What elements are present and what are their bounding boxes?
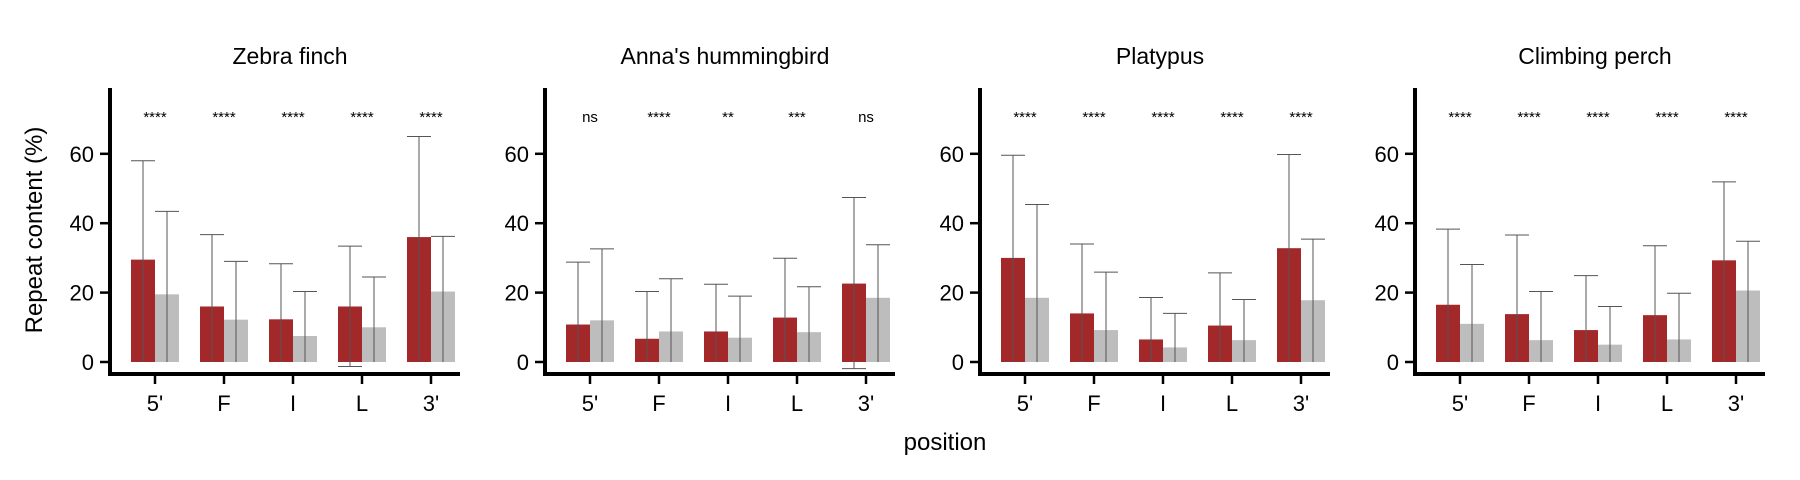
x-axis-title: position	[904, 429, 987, 456]
x-tick-label: 3'	[423, 391, 439, 416]
panel-title: Anna's hummingbird	[621, 43, 830, 69]
chart-panel: Zebra finch 0 20 40 60 5' **** F **** I **** L **** 3…	[70, 43, 460, 416]
significance-label: ****	[1448, 109, 1472, 126]
y-tick-label: 20	[940, 281, 964, 306]
significance-label: ****	[1220, 109, 1244, 126]
x-tick-label: F	[1522, 391, 1535, 416]
significance-label: ****	[1586, 109, 1610, 126]
y-tick-label: 20	[70, 281, 94, 306]
y-tick-label: 20	[505, 281, 529, 306]
y-axis-title: Repeat content (%)	[21, 127, 48, 334]
x-tick-label: I	[290, 391, 296, 416]
significance-label: ****	[419, 109, 443, 126]
panel-title: Climbing perch	[1518, 43, 1671, 69]
significance-label: ****	[1655, 109, 1679, 126]
y-tick-label: 0	[1387, 350, 1399, 375]
x-tick-label: F	[1087, 391, 1100, 416]
x-tick-label: F	[217, 391, 230, 416]
significance-label: ****	[1013, 109, 1037, 126]
chart-panels: Zebra finch 0 20 40 60 5' **** F **** I **** L **** 3…	[70, 43, 1765, 416]
y-tick-label: 60	[1375, 142, 1399, 167]
panel-title: Platypus	[1116, 43, 1204, 69]
y-tick-label: 0	[952, 350, 964, 375]
significance-label: ns	[582, 109, 598, 126]
y-tick-label: 40	[940, 211, 964, 236]
y-tick-label: 20	[1375, 281, 1399, 306]
x-tick-label: I	[1595, 391, 1601, 416]
significance-label: ***	[788, 109, 806, 126]
significance-label: ****	[1517, 109, 1541, 126]
significance-label: ****	[1151, 109, 1175, 126]
x-tick-label: L	[1226, 391, 1238, 416]
y-tick-label: 40	[1375, 211, 1399, 236]
x-tick-label: I	[1160, 391, 1166, 416]
x-tick-label: 3'	[858, 391, 874, 416]
x-tick-label: 5'	[1452, 391, 1468, 416]
significance-label: ****	[212, 109, 236, 126]
y-tick-label: 40	[505, 211, 529, 236]
significance-label: ****	[281, 109, 305, 126]
significance-label: ****	[143, 109, 167, 126]
significance-label: ****	[1289, 109, 1313, 126]
significance-label: ****	[1082, 109, 1106, 126]
x-tick-label: 5'	[147, 391, 163, 416]
chart-panel: Anna's hummingbird 0 20 40 60 5' ns F **** I ** L **…	[505, 43, 895, 416]
x-tick-label: I	[725, 391, 731, 416]
x-tick-label: F	[652, 391, 665, 416]
panel-title: Zebra finch	[232, 43, 347, 69]
chart-panel: Climbing perch 0 20 40 60 5' **** F **** I **** L **…	[1375, 43, 1765, 416]
y-tick-label: 0	[517, 350, 529, 375]
significance-label: **	[722, 109, 734, 126]
x-tick-label: L	[791, 391, 803, 416]
x-tick-label: L	[356, 391, 368, 416]
y-tick-label: 60	[940, 142, 964, 167]
significance-label: ****	[350, 109, 374, 126]
x-tick-label: 3'	[1728, 391, 1744, 416]
y-tick-label: 60	[505, 142, 529, 167]
chart-panel: Platypus 0 20 40 60 5' **** F **** I **** L **** 3' **…	[940, 43, 1330, 416]
y-tick-label: 60	[70, 142, 94, 167]
x-tick-label: 3'	[1293, 391, 1309, 416]
x-tick-label: L	[1661, 391, 1673, 416]
significance-label: ****	[647, 109, 671, 126]
y-tick-label: 0	[82, 350, 94, 375]
x-tick-label: 5'	[582, 391, 598, 416]
x-tick-label: 5'	[1017, 391, 1033, 416]
y-tick-label: 40	[70, 211, 94, 236]
significance-label: ns	[858, 109, 874, 126]
significance-label: ****	[1724, 109, 1748, 126]
